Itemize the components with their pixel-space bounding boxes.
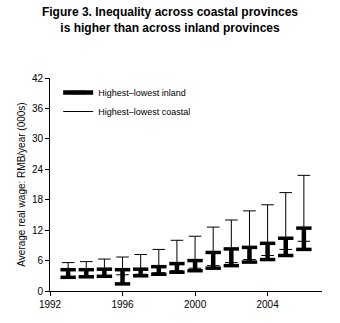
svg-text:42: 42: [32, 73, 44, 84]
svg-text:Average real wage: RMB/year (0: Average real wage: RMB/year (000s): [16, 102, 27, 266]
svg-text:12: 12: [32, 225, 44, 236]
svg-text:36: 36: [32, 103, 44, 114]
svg-text:30: 30: [32, 133, 44, 144]
svg-text:1996: 1996: [111, 299, 134, 310]
svg-text:1992: 1992: [39, 299, 62, 310]
svg-text:24: 24: [32, 164, 44, 175]
svg-text:Highest–lowest inland: Highest–lowest inland: [98, 88, 186, 98]
svg-text:2000: 2000: [184, 299, 207, 310]
svg-text:18: 18: [32, 194, 44, 205]
svg-text:0: 0: [37, 286, 43, 297]
svg-text:2004: 2004: [256, 299, 279, 310]
svg-text:Highest–lowest coastal: Highest–lowest coastal: [98, 107, 190, 117]
svg-text:6: 6: [37, 255, 43, 266]
svg-text:Figure 3. Inequality across co: Figure 3. Inequality across coastal prov…: [42, 5, 298, 35]
